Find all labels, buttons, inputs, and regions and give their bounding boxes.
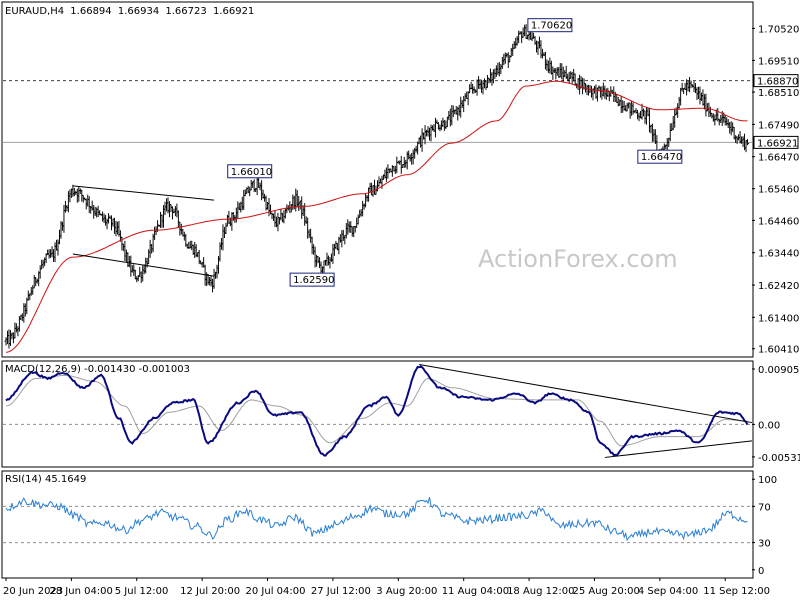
price-level-tag-label: 1.66921 bbox=[757, 138, 798, 149]
price-header: EURAUD,H4 1.66894 1.66934 1.66723 1.6692… bbox=[5, 6, 254, 17]
low-value: 1.66723 bbox=[165, 6, 206, 17]
y-axis-labels: 1.70520 1.69510 1.68510 1.67490 1.66470 1.654… bbox=[752, 24, 800, 577]
rsi-tick-label: 0 bbox=[758, 566, 764, 577]
rsi-panel-frame bbox=[1, 470, 754, 579]
x-tick-label: 18 Aug 12:00 bbox=[507, 586, 574, 597]
x-tick-label: 20 Jul 04:00 bbox=[246, 586, 306, 597]
macd-tick-label: 0.00 bbox=[758, 420, 780, 431]
macd-header: MACD(12,26,9) -0.001430 -0.001003 bbox=[5, 364, 190, 375]
price-tick-label: 1.67490 bbox=[758, 120, 799, 131]
rsi-header: RSI(14) 45.1649 bbox=[5, 474, 86, 485]
x-tick-label: 11 Sep 12:00 bbox=[703, 586, 770, 597]
moving-average-line bbox=[5, 80, 748, 353]
x-tick-label: 12 Jul 20:00 bbox=[180, 586, 240, 597]
macd-panel-frame bbox=[1, 360, 754, 468]
price-layer: 1.66010 1.62590 1.70620 1.66470 bbox=[3, 18, 752, 353]
price-annotation: 1.66010 bbox=[227, 164, 273, 179]
x-tick-label: 11 Aug 04:00 bbox=[442, 586, 509, 597]
price-annotation: 1.70620 bbox=[527, 18, 573, 33]
price-tick-label: 1.63440 bbox=[758, 249, 799, 260]
x-tick-label: 20 Jun 2023 bbox=[3, 586, 63, 597]
price-bar bbox=[745, 138, 750, 146]
price-tick-label: 1.64460 bbox=[758, 216, 799, 227]
annotation-label: 1.70620 bbox=[531, 21, 572, 32]
price-level-tag: 1.66921 bbox=[753, 135, 799, 149]
price-tick-label: 1.65460 bbox=[758, 185, 799, 196]
annotation-label: 1.66010 bbox=[231, 167, 272, 178]
price-level-tag-label: 1.68870 bbox=[757, 77, 798, 88]
price-tick-label: 1.61400 bbox=[758, 313, 799, 324]
macd-layer bbox=[3, 363, 753, 458]
high-value: 1.66934 bbox=[118, 6, 159, 17]
macd-trend-line-0 bbox=[419, 363, 753, 424]
price-bars bbox=[4, 24, 750, 349]
price-tick-label: 1.66470 bbox=[758, 153, 799, 164]
macd-series-macd bbox=[5, 365, 749, 457]
price-level-tag: 1.68870 bbox=[753, 74, 799, 88]
annotation-label: 1.62590 bbox=[293, 275, 334, 286]
x-tick-label: 3 Aug 20:00 bbox=[376, 586, 437, 597]
channel-line-0 bbox=[72, 185, 215, 201]
price-tick-label: 1.70520 bbox=[758, 24, 799, 35]
price-tick-label: 1.62420 bbox=[758, 281, 799, 292]
macd-trend-line-1 bbox=[604, 440, 753, 458]
rsi-layer bbox=[3, 497, 752, 544]
watermark: ActionForex.com bbox=[478, 245, 678, 273]
price-tick-label: 1.60410 bbox=[758, 345, 799, 356]
x-tick-label: 4 Sep 04:00 bbox=[638, 586, 698, 597]
x-tick-label: 28 Jun 04:00 bbox=[49, 586, 113, 597]
price-annotation: 1.66470 bbox=[637, 149, 683, 164]
rsi-tick-label: 30 bbox=[758, 539, 771, 550]
price-tick-label: 1.69510 bbox=[758, 56, 799, 67]
x-tick-label: 27 Jul 12:00 bbox=[311, 586, 371, 597]
price-panel-frame bbox=[1, 1, 754, 358]
price-annotation: 1.62590 bbox=[289, 272, 335, 287]
rsi-series bbox=[5, 497, 748, 542]
x-tick-label: 25 Aug 20:00 bbox=[572, 586, 639, 597]
channel-line-1 bbox=[72, 253, 215, 277]
close-value: 1.66921 bbox=[213, 6, 254, 17]
open-value: 1.66894 bbox=[70, 6, 111, 17]
annotation-label: 1.66470 bbox=[641, 152, 682, 163]
rsi-tick-label: 70 bbox=[758, 502, 771, 513]
rsi-tick-label: 100 bbox=[758, 475, 777, 486]
price-tick-label: 1.68510 bbox=[758, 88, 799, 99]
symbol-label: EURAUD,H4 bbox=[5, 6, 64, 17]
macd-tick-label: 0.009058 bbox=[758, 365, 800, 376]
x-tick-label: 5 Jul 12:00 bbox=[115, 586, 169, 597]
